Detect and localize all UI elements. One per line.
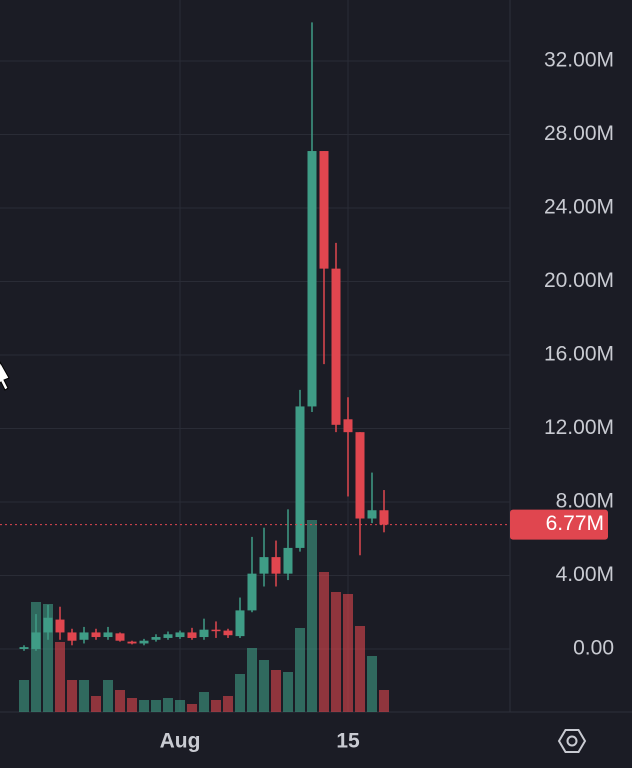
candle-body: [151, 637, 161, 640]
candle-body: [43, 617, 53, 633]
y-tick-label: 12.00M: [544, 416, 614, 439]
volume-bar: [367, 656, 377, 712]
volume-bar: [175, 700, 185, 712]
candle-body: [139, 640, 149, 644]
candle-body: [127, 641, 137, 644]
volume-bar: [163, 698, 173, 712]
volume-bar: [271, 670, 281, 712]
candle-body: [115, 633, 125, 641]
candle-body: [247, 573, 257, 611]
candle-body: [175, 632, 185, 638]
y-tick-label: 20.00M: [544, 269, 614, 292]
x-tick-label: Aug: [160, 730, 201, 753]
volume-bar: [67, 680, 77, 712]
volume-bar: [223, 696, 233, 712]
candle-body: [91, 632, 101, 638]
volume-bar: [259, 660, 269, 712]
volume-bar: [151, 700, 161, 712]
candle-body: [319, 151, 329, 269]
candle-body: [295, 406, 305, 548]
volume-bar: [379, 690, 389, 712]
volume-bar: [55, 642, 65, 712]
volume-bar: [343, 594, 353, 712]
candle-body: [199, 629, 209, 638]
volume-bar: [247, 648, 257, 712]
candle-body: [355, 432, 365, 519]
candle-body: [211, 629, 221, 632]
y-tick-label: 4.00M: [556, 563, 614, 586]
candle-body: [271, 557, 281, 574]
cursor: [0, 360, 10, 391]
candle-body: [31, 632, 41, 649]
y-tick-label: 16.00M: [544, 343, 614, 366]
candle-body: [67, 632, 77, 641]
volume-bar: [319, 572, 329, 712]
y-tick-label: 0.00: [573, 637, 614, 660]
volume-bar: [103, 680, 113, 712]
volume-bar: [211, 700, 221, 712]
candle-body: [379, 510, 389, 525]
candle-body: [103, 632, 113, 638]
y-tick-label: 8.00M: [556, 490, 614, 513]
volume-bar: [235, 674, 245, 712]
candle-body: [343, 419, 353, 433]
volume-bar: [283, 672, 293, 712]
volume-bar: [91, 696, 101, 712]
candle-body: [79, 632, 89, 640]
candle-body: [163, 634, 173, 638]
settings-button[interactable]: [557, 729, 587, 753]
candle-body: [307, 151, 317, 407]
y-tick-label: 24.00M: [544, 196, 614, 219]
y-tick-label: 28.00M: [544, 122, 614, 145]
volume-bar: [199, 692, 209, 712]
volume-bar: [139, 700, 149, 712]
candle-body: [187, 632, 197, 638]
candle-body: [55, 619, 65, 633]
volume-bar: [19, 680, 29, 712]
last-price-label: 6.77M: [546, 512, 604, 535]
volume-bar: [127, 698, 137, 712]
candle-body: [259, 557, 269, 574]
volume-bar: [115, 690, 125, 712]
volume-bar: [355, 626, 365, 712]
y-tick-label: 32.00M: [544, 49, 614, 72]
x-tick-label: 15: [336, 730, 360, 753]
volume-bar: [43, 604, 53, 712]
volume-bar: [295, 628, 305, 712]
candle-body: [367, 510, 377, 519]
volume-bar: [331, 592, 341, 712]
volume-bar: [79, 680, 89, 712]
volume-bar: [31, 602, 41, 712]
candle-body: [235, 610, 245, 637]
last-price-box: [510, 509, 608, 540]
candle-body: [19, 647, 29, 649]
volume-bar: [187, 704, 197, 712]
volume-bar: [307, 520, 317, 712]
candle-body: [223, 630, 233, 636]
candle-body: [331, 268, 341, 425]
candle-body: [283, 547, 293, 574]
